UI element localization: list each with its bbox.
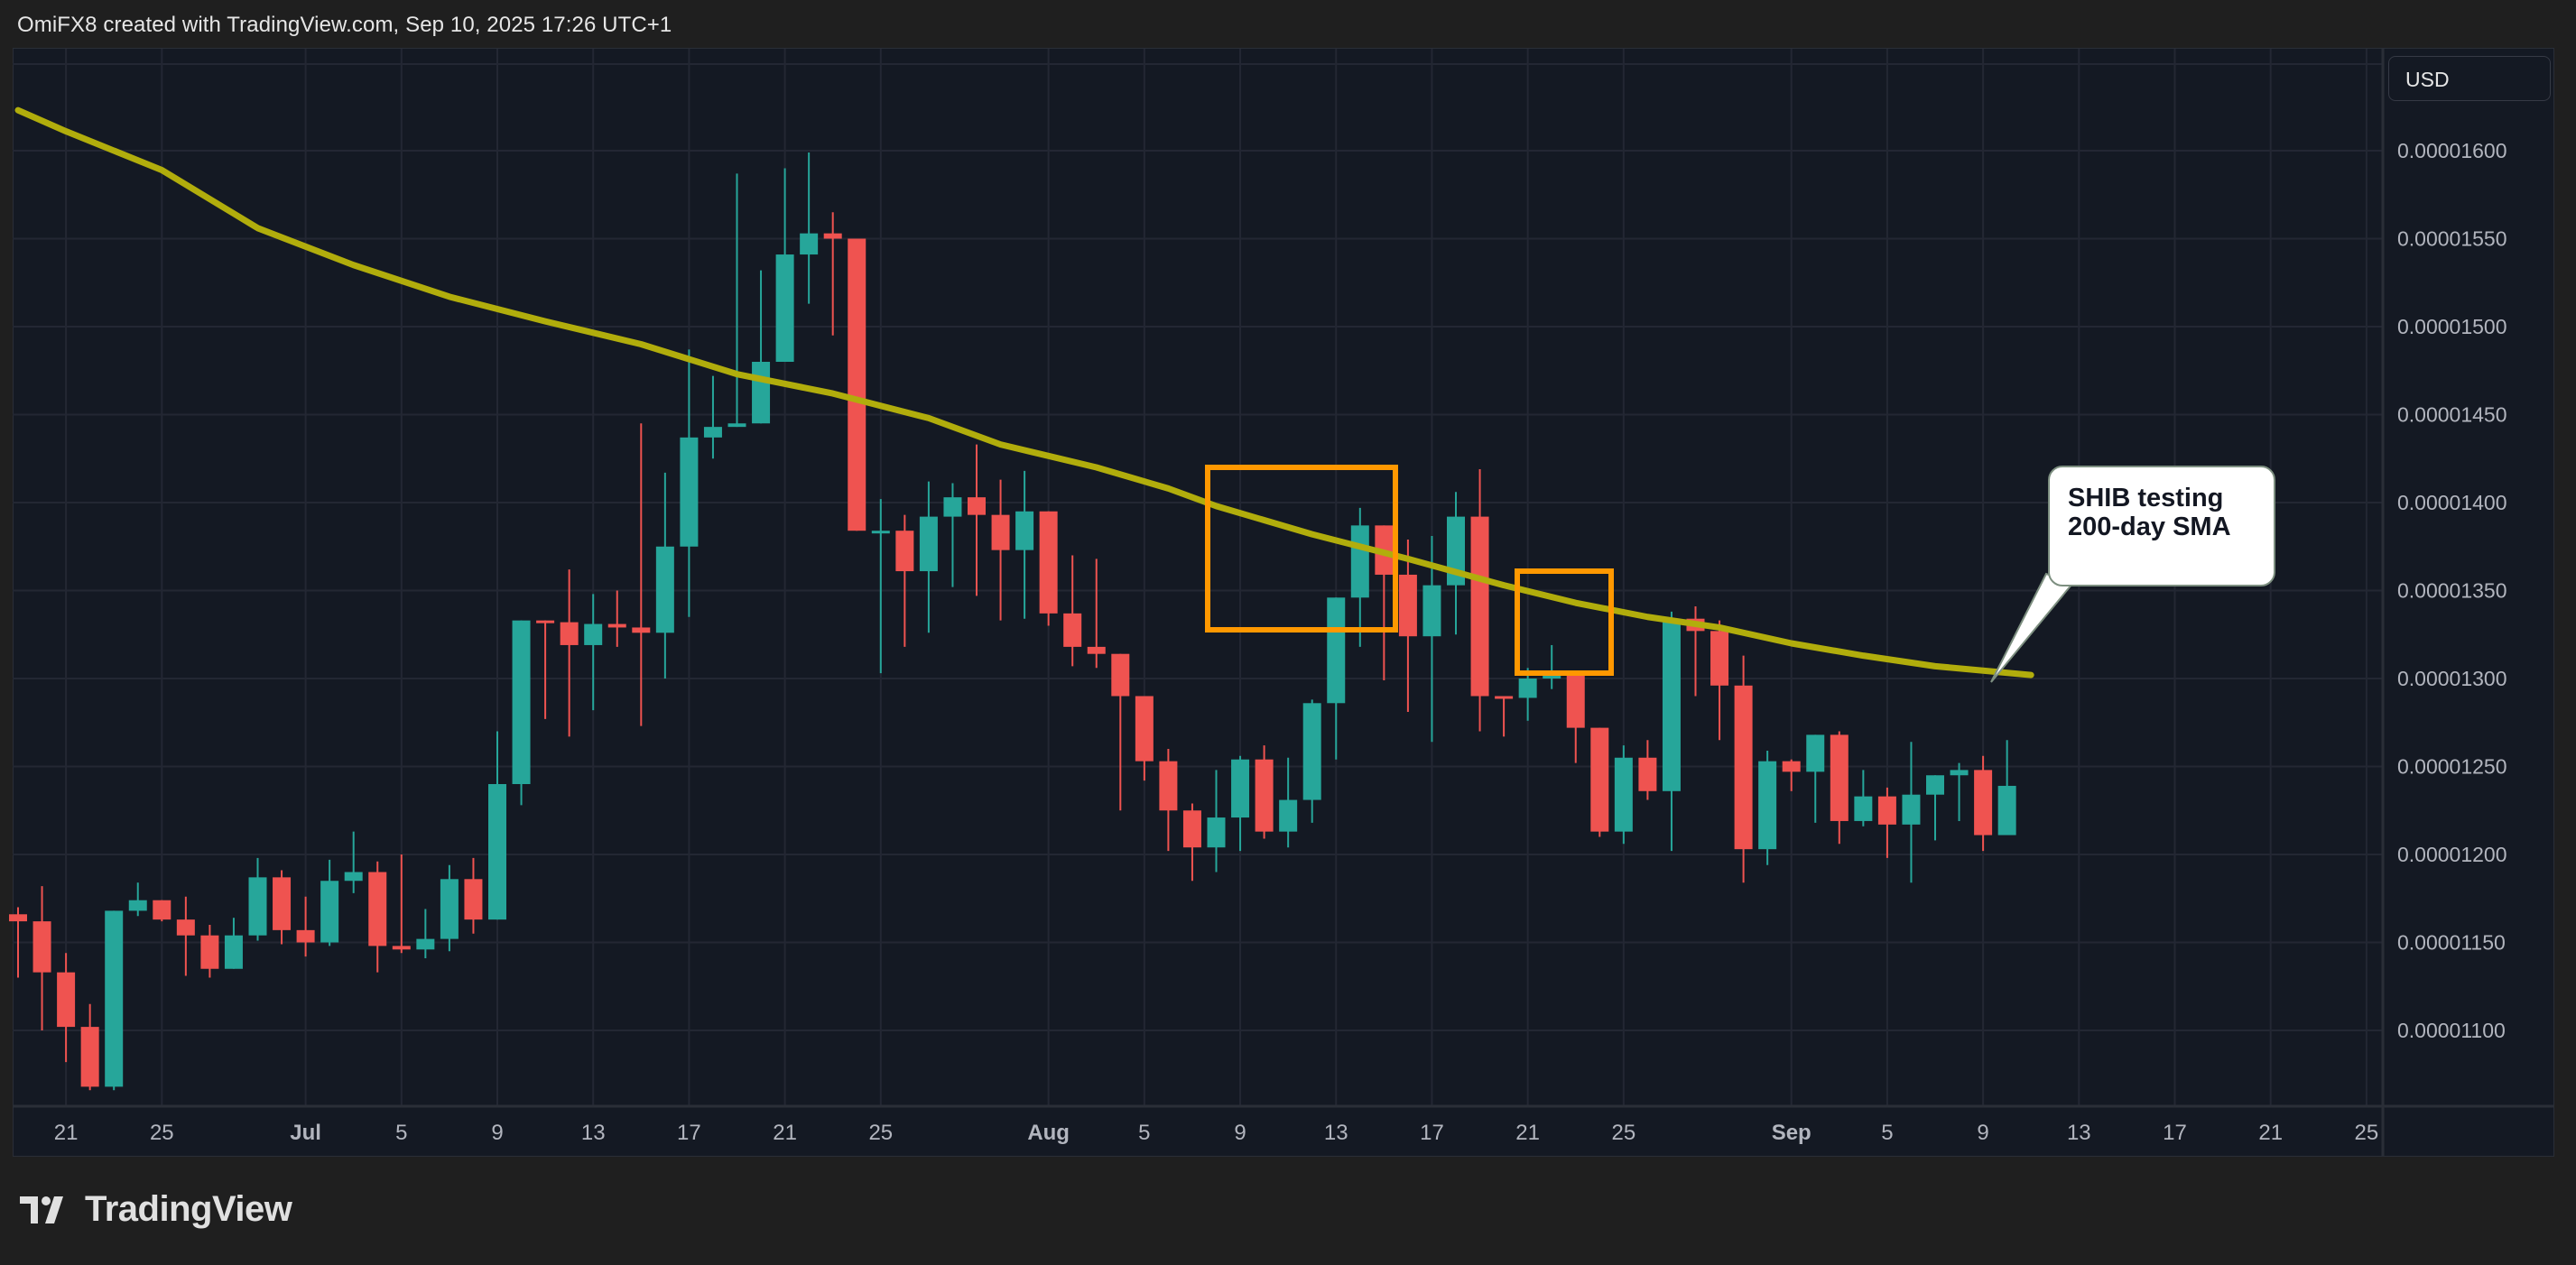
currency-selector[interactable]: USD [2388,56,2551,101]
price-tick-label: 0.00001250 [2397,755,2507,779]
tradingview-logo[interactable]: TradingView [20,1189,292,1230]
price-tick-label: 0.00001400 [2397,491,2507,514]
time-tick-label: Aug [1027,1121,1070,1145]
time-tick-label: 17 [2163,1121,2187,1145]
time-tick-label: 25 [868,1121,893,1145]
annotation-callout[interactable]: SHIB testing 200-day SMA [2048,466,2275,586]
sma-200-line [14,106,2034,679]
time-tick-label: 5 [1138,1121,1150,1145]
time-axis-labels[interactable]: 21 25 Jul 5 9 13 17 21 25 Aug 5 9 13 17 21 25 Sep 5 9 13 17 2… [54,1121,2379,1145]
time-tick-label: 21 [773,1121,797,1145]
chart-grid [13,49,2383,1106]
time-tick-label: 13 [2067,1121,2091,1145]
tradingview-logo-text: TradingView [85,1189,292,1229]
candles [9,152,2016,1091]
axis-separators [13,49,2554,1156]
time-tick-label: Jul [290,1121,321,1145]
time-tick-label: 5 [395,1121,407,1145]
time-tick-label: 17 [1420,1121,1444,1145]
price-tick-label: 0.00001100 [2397,1019,2506,1042]
price-tick-label: 0.00001200 [2397,843,2507,866]
time-tick-label: 21 [1515,1121,1540,1145]
tradingview-logo-icon [20,1196,63,1223]
price-tick-label: 0.00001350 [2397,579,2507,603]
time-tick-label: 25 [2355,1121,2379,1145]
price-axis-labels[interactable]: 0.00001600 0.00001550 0.00001500 0.00001450… [2397,139,2507,1042]
time-tick-label: Sep [1772,1121,1812,1145]
time-tick-label: 25 [150,1121,174,1145]
price-tick-label: 0.00001450 [2397,403,2507,427]
price-tick-label: 0.00001550 [2397,227,2507,251]
price-tick-label: 0.00001300 [2397,667,2507,690]
time-tick-label: 17 [677,1121,701,1145]
time-tick-label: 25 [1611,1121,1635,1145]
time-tick-label: 13 [1324,1121,1348,1145]
price-tick-label: 0.00001600 [2397,139,2507,162]
callout-text: SHIB testing 200-day SMA [2068,484,2231,541]
price-tick-label: 0.00001150 [2397,931,2506,955]
time-tick-label: 9 [1234,1121,1246,1145]
time-tick-label: 13 [581,1121,606,1145]
time-tick-label: 5 [1881,1121,1893,1145]
price-tick-label: 0.00001500 [2397,315,2507,338]
time-tick-label: 9 [1977,1121,1988,1145]
time-tick-label: 21 [54,1121,79,1145]
time-tick-label: 9 [491,1121,503,1145]
chart-frame[interactable] [13,48,2554,1157]
highlight-boxes [1205,465,1614,676]
attribution-text: OmiFX8 created with TradingView.com, Sep… [17,13,672,37]
time-tick-label: 21 [2258,1121,2283,1145]
